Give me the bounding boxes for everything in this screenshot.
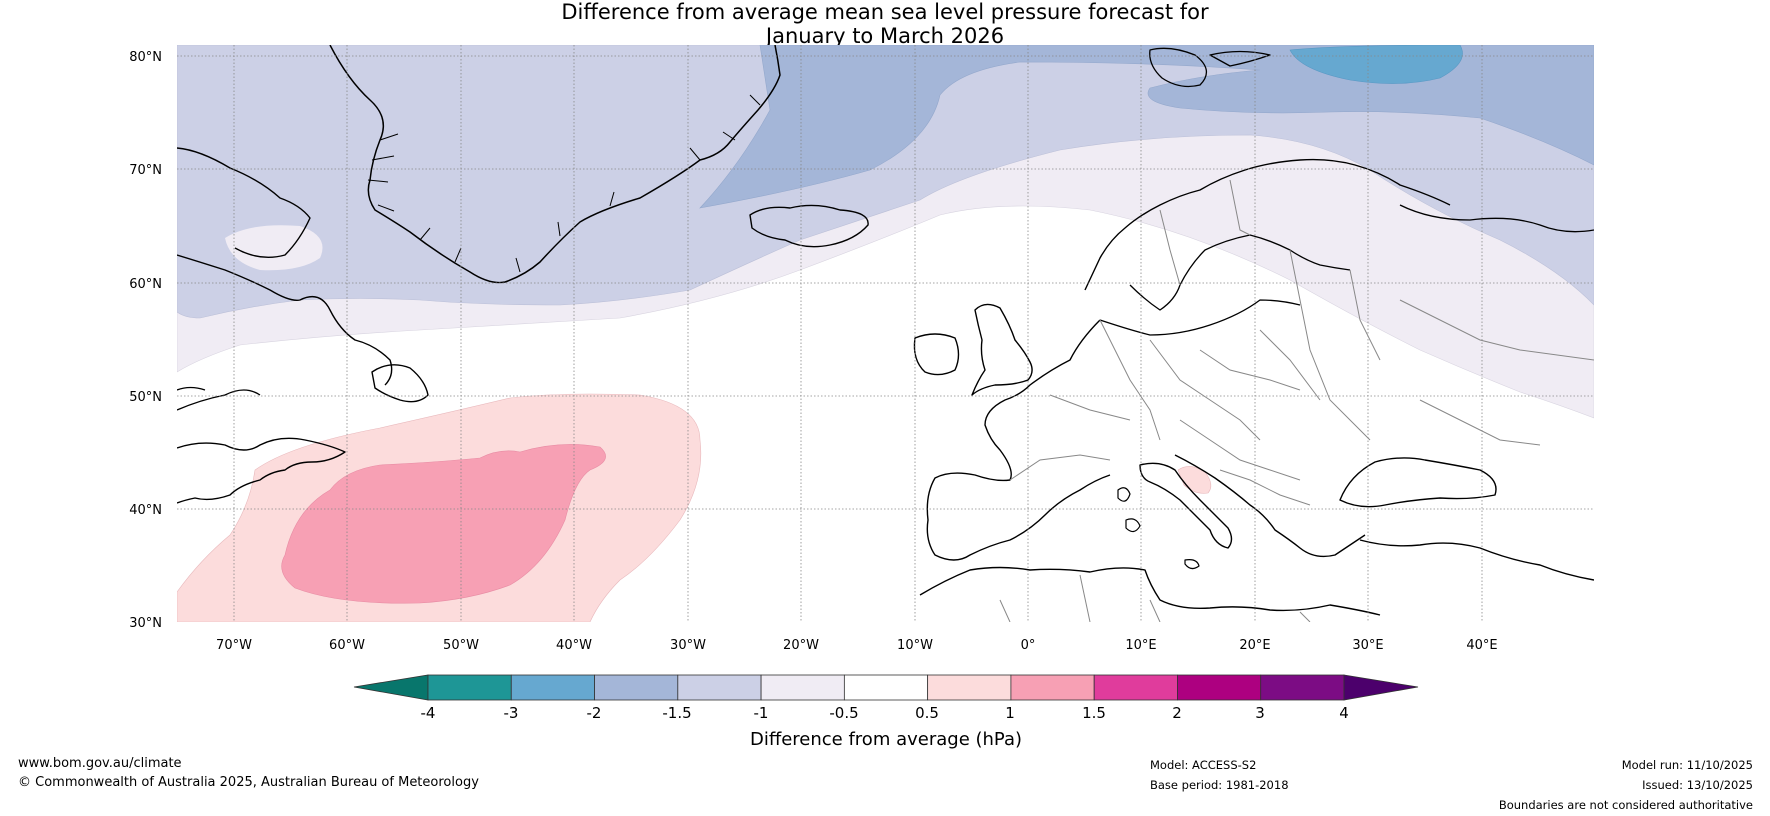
lon-label: 10°E <box>1125 638 1156 653</box>
anomaly-fields <box>177 45 1594 622</box>
colorbar: -4 -3 -2 -1.5 -1 -0.5 0.5 1 1.5 2 3 4 Di… <box>353 674 1419 750</box>
lat-label: 30°N <box>129 616 162 631</box>
longitude-labels: 70°W 60°W 50°W 40°W 30°W 20°W 10°W 0° 10… <box>216 638 1498 653</box>
greenland-fjords <box>367 94 761 273</box>
lon-label: 70°W <box>216 638 252 653</box>
turkey-coast <box>1359 539 1594 581</box>
footer-right: Model run: 11/10/2025 Issued: 13/10/2025… <box>1499 755 1753 815</box>
sweden-finland-coast <box>1129 234 1351 311</box>
colorbar-tick: -3 <box>504 704 519 722</box>
colorbar-tick: -1.5 <box>662 704 691 722</box>
norway-coast <box>1084 158 1451 291</box>
maritimes-coast <box>177 437 346 504</box>
colorbar-segment <box>677 674 762 701</box>
lon-label: 40°W <box>556 638 592 653</box>
iceland-coast <box>749 204 869 248</box>
lat-label: 60°N <box>129 277 162 292</box>
country-borders <box>999 179 1594 622</box>
colorbar-segment <box>1010 674 1095 701</box>
base-period: Base period: 1981-2018 <box>1150 778 1289 792</box>
graticule <box>177 45 1594 622</box>
map-title: Difference from average mean sea level p… <box>0 0 1770 48</box>
russia-arctic-coast <box>1399 204 1594 233</box>
model-run: Model run: 11/10/2025 <box>1621 758 1753 772</box>
lon-label: 10°W <box>897 638 933 653</box>
north-africa-coast <box>919 566 1381 616</box>
title-line-2: January to March 2026 <box>765 24 1005 48</box>
europe-atlantic-coast <box>926 319 1111 561</box>
band-plus-1 <box>281 444 606 604</box>
lat-label: 80°N <box>129 50 162 65</box>
colorbar-label: Difference from average (hPa) <box>750 729 1022 750</box>
colorbar-segment <box>510 674 595 701</box>
footer-model-info: Model: ACCESS-S2 Base period: 1981-2018 <box>1150 755 1289 795</box>
band-minus-1-5 <box>699 45 1594 209</box>
colorbar-tick: -0.5 <box>829 704 858 722</box>
colorbar-segment <box>1093 674 1178 701</box>
colorbar-ticks: -4 -3 -2 -1.5 -1 -0.5 0.5 1 1.5 2 3 4 <box>421 704 1349 722</box>
baffin-coast <box>177 147 311 258</box>
lon-label: 30°E <box>1352 638 1383 653</box>
bom-url: www.bom.gov.au/climate <box>18 756 182 771</box>
disclaimer: Boundaries are not considered authoritat… <box>1498 798 1753 812</box>
colorbar-tick: 2 <box>1172 704 1182 722</box>
colorbar-high-extend <box>1343 674 1419 701</box>
black-sea-coast <box>1339 457 1497 508</box>
lon-label: 20°W <box>783 638 819 653</box>
labrador-coast <box>177 254 393 386</box>
colorbar-segment <box>760 674 845 701</box>
hudson-bay-coast <box>177 386 261 411</box>
lon-label: 0° <box>1021 638 1036 653</box>
colorbar-low-extend <box>353 674 429 701</box>
band-minus-1 <box>177 45 1594 319</box>
newfoundland-coast <box>371 364 429 403</box>
lon-label: 60°W <box>329 638 365 653</box>
colorbar-tick: -2 <box>587 704 602 722</box>
issued-date: Issued: 13/10/2025 <box>1642 778 1753 792</box>
colorbar-segments <box>427 674 1345 701</box>
colorbar-tick: 4 <box>1339 704 1349 722</box>
title-line-1: Difference from average mean sea level p… <box>561 0 1209 24</box>
colorbar-segment <box>843 674 929 701</box>
islands-coast <box>1117 487 1200 570</box>
baltic-coast <box>1099 299 1301 336</box>
lat-label: 50°N <box>129 390 162 405</box>
ireland-coast <box>913 333 960 376</box>
colorbar-tick: 1 <box>1005 704 1015 722</box>
britain-coast <box>971 303 1033 396</box>
lon-label: 40°E <box>1466 638 1497 653</box>
colorbar-segment <box>1177 674 1262 701</box>
lat-label: 70°N <box>129 163 162 178</box>
colorbar-tick: 1.5 <box>1082 704 1106 722</box>
svalbard-coast <box>1149 47 1271 88</box>
lat-label: 40°N <box>129 503 162 518</box>
italy-coast <box>1139 462 1233 549</box>
colorbar-tick: 3 <box>1255 704 1265 722</box>
greenland-coast <box>329 45 781 284</box>
colorbar-segment <box>594 674 679 701</box>
colorbar-tick: 0.5 <box>915 704 939 722</box>
colorbar-segment <box>927 674 1012 701</box>
lon-label: 20°E <box>1239 638 1270 653</box>
latitude-labels: 80°N 70°N 60°N 50°N 40°N 30°N <box>129 50 162 631</box>
band-minus-2 <box>1289 45 1463 84</box>
copyright: © Commonwealth of Australia 2025, Austra… <box>18 775 479 790</box>
model-name: Model: ACCESS-S2 <box>1150 758 1257 772</box>
band-minus-0-5-patch <box>225 225 323 271</box>
lon-label: 50°W <box>443 638 479 653</box>
colorbar-segment <box>427 674 512 701</box>
balkan-coast <box>1174 454 1366 558</box>
lon-label: 30°W <box>670 638 706 653</box>
colorbar-tick: -4 <box>421 704 436 722</box>
footer-left: www.bom.gov.au/climate © Commonwealth of… <box>18 754 479 792</box>
colorbar-tick: -1 <box>754 704 769 722</box>
band-plus-0-5-italy <box>1177 466 1212 494</box>
colorbar-segment <box>1260 674 1345 701</box>
coastlines <box>177 45 1594 616</box>
